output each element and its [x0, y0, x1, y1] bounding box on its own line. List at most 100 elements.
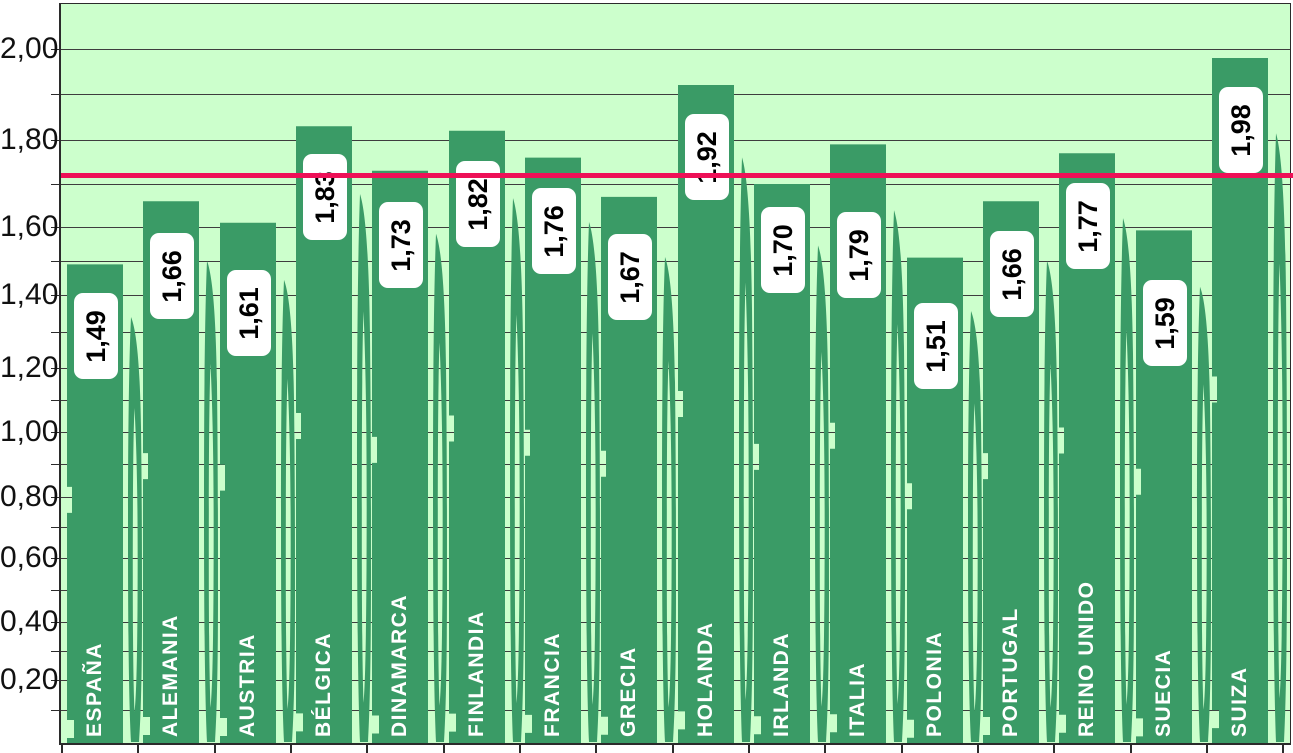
- y-axis-tick: [51, 651, 61, 652]
- x-axis-tick: [977, 745, 979, 753]
- bar-decoration-blade: [204, 260, 218, 742]
- value-label: 1,51: [920, 319, 951, 373]
- value-label-box: 1,67: [608, 234, 652, 320]
- y-axis-label: 0,80: [0, 480, 59, 513]
- y-axis-label: 2,00: [0, 32, 59, 65]
- category-label: IRLANDA: [770, 632, 793, 737]
- value-label: 1,70: [767, 223, 798, 277]
- y-axis-tick: [51, 261, 61, 262]
- value-label: 1,73: [385, 218, 416, 272]
- y-axis-tick: [51, 680, 61, 681]
- gridline: [61, 94, 1290, 95]
- category-label: PORTUGAL: [999, 607, 1022, 737]
- bar: [296, 126, 352, 743]
- y-axis-tick: [51, 140, 61, 141]
- bar: [601, 196, 657, 743]
- bar: [983, 201, 1039, 743]
- x-axis-tick: [214, 745, 216, 753]
- category-label: FINLANDIA: [465, 610, 488, 737]
- bar: [372, 170, 428, 744]
- y-axis-tick: [51, 432, 61, 433]
- category-label: BÉLGICA: [312, 632, 335, 737]
- gridline: [61, 184, 1290, 185]
- value-label-box: 1,83: [303, 154, 347, 240]
- value-label: 1,61: [233, 286, 264, 340]
- x-axis-tick: [1053, 745, 1055, 753]
- y-axis-line: [59, 3, 61, 745]
- plot-top-border: [59, 3, 1291, 4]
- bar-decoration-blade: [357, 194, 371, 742]
- value-label-box: 1,66: [990, 231, 1034, 317]
- y-axis-label: 1,20: [0, 351, 59, 384]
- category-label: HOLANDA: [694, 621, 717, 738]
- bar-decoration-blade: [1197, 286, 1211, 742]
- value-label: 1,67: [614, 250, 645, 304]
- value-label-box: 1,59: [1143, 280, 1187, 366]
- value-label-box: 1,92: [685, 114, 729, 200]
- x-axis-tick: [290, 745, 292, 753]
- y-axis-tick: [51, 527, 61, 528]
- value-label: 1,49: [80, 309, 111, 363]
- y-axis-label: 1,00: [0, 415, 59, 448]
- value-label: 1,66: [156, 249, 187, 303]
- y-axis-tick: [51, 497, 61, 498]
- y-axis-label: 0,20: [0, 663, 59, 696]
- x-axis-tick: [901, 745, 903, 753]
- x-axis-tick: [1206, 745, 1208, 753]
- value-label-box: 1,73: [379, 202, 423, 288]
- value-label: 1,82: [462, 177, 493, 231]
- x-axis-tick: [443, 745, 445, 753]
- bar-decoration-blade: [128, 317, 142, 742]
- y-axis-tick: [51, 184, 61, 185]
- y-axis-tick: [51, 368, 61, 369]
- x-axis-tick: [1130, 745, 1132, 753]
- bar: [67, 264, 123, 743]
- bar-decoration-blade: [1273, 133, 1287, 743]
- x-axis-tick: [824, 745, 826, 753]
- category-label: GRECIA: [617, 646, 640, 737]
- value-label: 1,98: [1225, 103, 1256, 157]
- y-axis-label: 0,60: [0, 541, 59, 574]
- category-label: ESPAÑA: [83, 642, 106, 737]
- category-label: DINAMARCA: [388, 594, 411, 737]
- value-label-box: 1,70: [761, 207, 805, 293]
- gridline: [61, 261, 1290, 262]
- value-label: 1,79: [843, 228, 874, 282]
- bar: [143, 201, 199, 743]
- y-axis-label: 1,60: [0, 210, 59, 243]
- gridline: [61, 710, 1290, 711]
- y-axis-label: 1,80: [0, 123, 59, 156]
- x-axis-line: [59, 743, 1291, 745]
- y-axis-tick: [51, 227, 61, 228]
- category-label: POLONIA: [923, 630, 946, 737]
- bar: [754, 184, 810, 743]
- y-axis-tick: [51, 464, 61, 465]
- gridline: [61, 140, 1290, 141]
- x-axis-tick: [366, 745, 368, 753]
- value-label-box: 1,79: [837, 212, 881, 298]
- x-axis-tick: [519, 745, 521, 753]
- y-axis-tick: [51, 94, 61, 95]
- value-label: 1,76: [538, 204, 569, 258]
- x-axis-tick: [595, 745, 597, 753]
- y-axis-tick: [51, 332, 61, 333]
- category-label: SUIZA: [1228, 666, 1251, 738]
- category-label: ITALIA: [846, 661, 869, 737]
- value-label: 1,66: [996, 247, 1027, 301]
- value-label-box: 1,61: [227, 270, 271, 356]
- bar: [449, 130, 505, 744]
- value-label-box: 1,66: [150, 233, 194, 319]
- x-axis-tick: [137, 745, 139, 753]
- category-label: ALEMANIA: [159, 614, 182, 737]
- category-label: AUSTRIA: [236, 633, 259, 737]
- bar-decoration-blade: [739, 157, 753, 742]
- average-reference-line: [61, 173, 1293, 178]
- bar: [525, 157, 581, 744]
- value-label-box: 1,98: [1219, 87, 1263, 173]
- y-axis-label: 0,40: [0, 605, 59, 638]
- bar: [1212, 58, 1268, 743]
- value-label-box: 1,77: [1066, 183, 1110, 269]
- bar-decoration-blade: [281, 279, 295, 742]
- category-label: SUECIA: [1152, 648, 1175, 737]
